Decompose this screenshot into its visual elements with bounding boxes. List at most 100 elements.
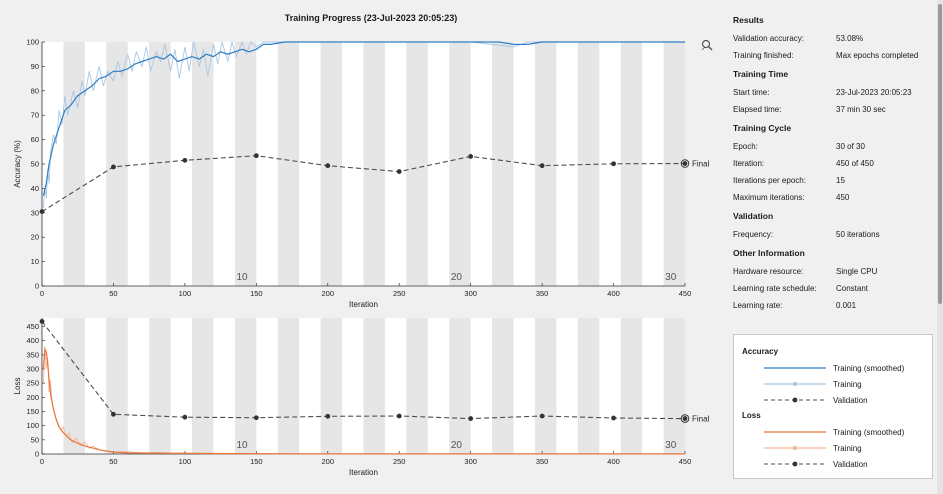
lr-row: Learning rate: 0.001 [728, 297, 940, 314]
lr-value: 0.001 [836, 301, 857, 310]
epoch-band [320, 42, 343, 286]
epoch-band [406, 42, 428, 286]
x-axis-label: Iteration [349, 300, 378, 309]
series-validation [41, 321, 686, 420]
training-finished-label: Training finished: [733, 51, 794, 60]
validation-point [253, 415, 259, 421]
validation-point [396, 413, 402, 419]
scrollbar-thumb[interactable] [938, 4, 942, 304]
series-validation [41, 155, 686, 213]
epoch-band [192, 318, 214, 454]
validation-point [468, 416, 474, 421]
validation-accuracy-row: Validation accuracy: 53.08% [728, 30, 940, 47]
frequency-label: Frequency: [733, 230, 774, 239]
y-tick-label: 400 [26, 336, 39, 345]
legend-loss-smoothed-swatch [764, 431, 826, 433]
epoch-band [234, 318, 257, 454]
x-tick-label: 350 [536, 289, 549, 298]
legend-loss-validation: Validation [762, 458, 868, 470]
legend-accuracy-title: Accuracy [742, 347, 779, 356]
legend-acc-validation-swatch [764, 397, 826, 403]
epoch-band [149, 318, 171, 454]
x-tick-label: 0 [40, 289, 44, 298]
other-info-title: Other Information [733, 248, 805, 258]
x-tick-label: 50 [109, 289, 117, 298]
epoch-band [106, 318, 128, 454]
epoch-label: 30 [665, 440, 677, 451]
accuracy-plot: 0 50 100 150 200 250 300 350 400 450 0 10 20 30 40 50 60… [13, 38, 710, 310]
elapsed-time-label: Elapsed time: [733, 105, 782, 114]
hardware-row: Hardware resource: Single CPU [728, 263, 940, 280]
elapsed-time-value: 37 min 30 sec [836, 105, 886, 114]
validation-point [325, 413, 331, 419]
epoch-band [449, 42, 471, 286]
epoch-band [534, 42, 557, 286]
epoch-band [406, 318, 428, 454]
legend-acc-smoothed-label: Training (smoothed) [833, 363, 905, 373]
y-tick-label: 350 [26, 350, 39, 359]
lr-schedule-row: Learning rate schedule: Constant [728, 280, 940, 297]
x-tick-label: 300 [464, 289, 477, 298]
legend-acc-smoothed-swatch [764, 367, 826, 369]
epoch-band [492, 42, 514, 286]
validation-point [611, 161, 616, 167]
validation-point [611, 415, 616, 421]
training-finished-value: Max epochs completed [836, 51, 919, 60]
y-tick-label: 60 [31, 135, 39, 144]
loss-plot: 0 50 100 150 200 250 300 350 400 450 0 50 100 150 200 2… [13, 318, 710, 477]
legend-acc-smoothed: Training (smoothed) [762, 362, 904, 374]
x-tick-label: 150 [250, 289, 263, 298]
y-tick-label: 90 [31, 62, 39, 71]
epoch-label: Epoch: [733, 142, 758, 151]
final-marker [680, 414, 690, 423]
epoch-band [320, 318, 343, 454]
results-title: Results [733, 15, 764, 25]
legend-acc-training-label: Training [833, 379, 862, 389]
epoch-band [63, 42, 85, 286]
lr-schedule-label: Learning rate schedule: [733, 284, 817, 293]
epoch-value: 30 of 30 [836, 142, 865, 151]
x-tick-label: 300 [464, 457, 477, 466]
validation-point [396, 169, 402, 174]
legend-loss-training: Training [762, 442, 862, 454]
max-iter-label: Maximum iterations: [733, 193, 805, 202]
y-tick-label: 100 [26, 421, 39, 430]
epoch-label: 20 [451, 272, 463, 283]
validation-title: Validation [733, 211, 774, 221]
epoch-band [620, 318, 643, 454]
final-marker [680, 159, 690, 168]
x-tick-label: 100 [179, 457, 192, 466]
epoch-band [106, 42, 128, 286]
legend-acc-validation-label: Validation [833, 395, 868, 405]
legend-loss-validation-label: Validation [833, 459, 868, 469]
final-label: Final [692, 415, 710, 424]
y-tick-label: 20 [31, 233, 39, 242]
validation-point [111, 164, 116, 170]
epoch-band [363, 318, 385, 454]
validation-point [539, 413, 545, 419]
validation-point [253, 153, 259, 159]
epoch-band [277, 318, 300, 454]
max-iter-value: 450 [836, 193, 850, 202]
zoom-icon[interactable] [700, 38, 714, 52]
chart-title: Training Progress (23-Jul-2023 20:05:23) [285, 13, 458, 23]
x-tick-label: 450 [679, 457, 692, 466]
training-time-title: Training Time [733, 69, 789, 79]
epoch-band [449, 318, 471, 454]
vertical-scrollbar[interactable] [937, 0, 943, 494]
epoch-label: 10 [236, 272, 248, 283]
validation-point [468, 154, 474, 159]
legend-loss-smoothed: Training (smoothed) [762, 426, 904, 438]
x-tick-label: 400 [607, 457, 620, 466]
iteration-label: Iteration: [733, 159, 765, 168]
frequency-value: 50 iterations [836, 230, 880, 239]
iteration-row: Iteration: 450 of 450 [728, 155, 940, 172]
start-time-label: Start time: [733, 88, 770, 97]
epoch-label: 20 [451, 440, 463, 451]
series-training [42, 40, 685, 208]
legend-loss-validation-swatch [764, 461, 826, 467]
x-tick-label: 200 [322, 457, 335, 466]
y-tick-label: 50 [31, 435, 39, 444]
y-tick-label: 300 [26, 365, 39, 374]
validation-point [682, 161, 688, 166]
